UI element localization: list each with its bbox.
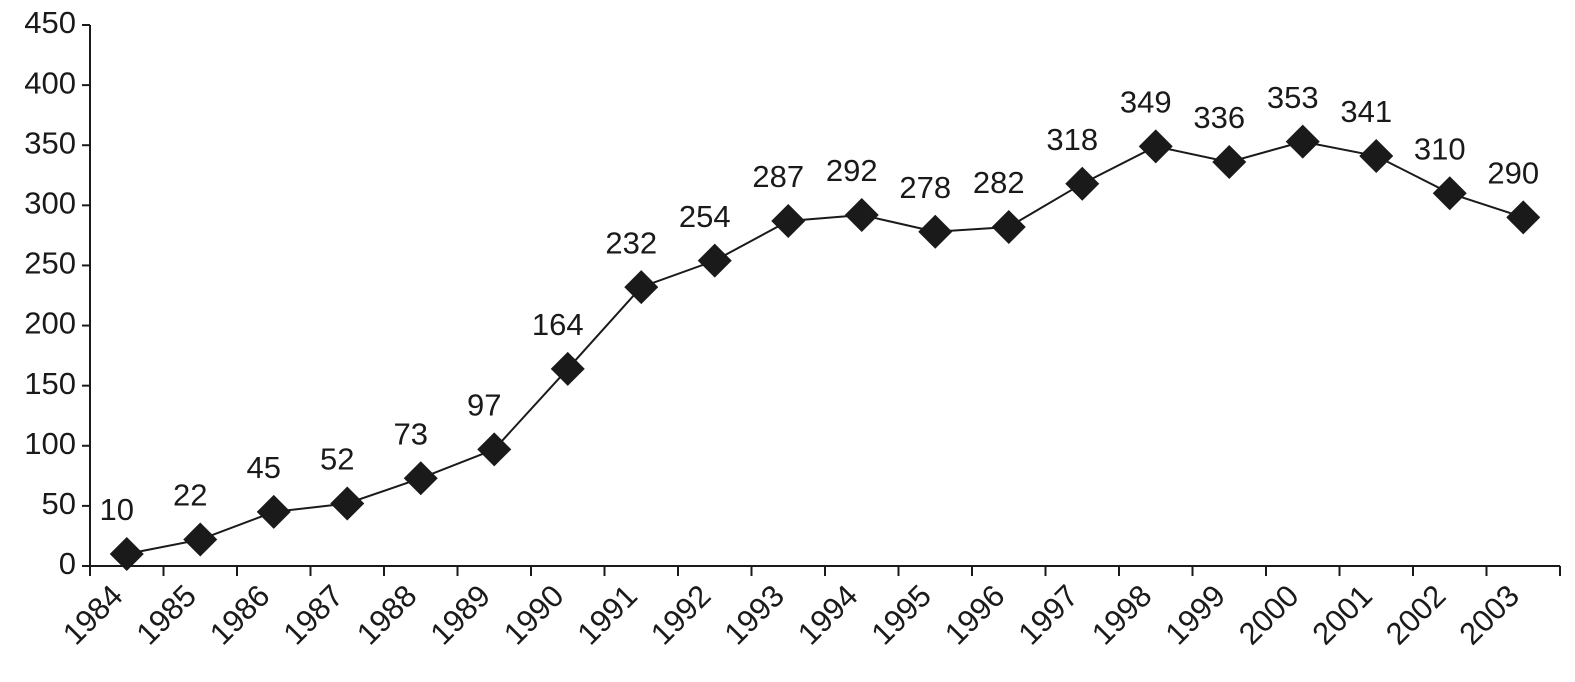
- marker: [1138, 129, 1173, 164]
- line: [126, 140, 1524, 555]
- marker: [844, 197, 879, 232]
- marker: [403, 461, 438, 496]
- data-label: 52: [320, 442, 354, 477]
- data-label: 292: [826, 153, 878, 188]
- marker: [477, 432, 512, 467]
- x-tick-label: 2002: [1379, 578, 1453, 652]
- marker: [1065, 166, 1100, 201]
- y-tick-label: 300: [24, 186, 76, 221]
- x-tick-label: 1990: [497, 578, 571, 652]
- marker: [1432, 176, 1467, 211]
- marker: [109, 536, 144, 571]
- data-label: 254: [679, 199, 731, 234]
- x-tick-label: 1997: [1011, 578, 1085, 652]
- marker: [624, 270, 659, 305]
- data-label: 10: [100, 492, 134, 527]
- x-tick-label: 1986: [203, 578, 277, 652]
- data-label: 45: [247, 450, 281, 485]
- marker: [256, 494, 291, 529]
- data-label: 22: [173, 478, 207, 513]
- marker: [771, 203, 806, 238]
- marker: [1285, 124, 1320, 159]
- x-tick-label: 2000: [1232, 578, 1306, 652]
- marker: [330, 486, 365, 521]
- data-label: 341: [1340, 94, 1392, 129]
- data-label: 353: [1267, 80, 1319, 115]
- marker: [1212, 145, 1247, 180]
- marker: [1359, 139, 1394, 174]
- data-label: 73: [394, 416, 428, 451]
- data-label: 232: [605, 225, 657, 260]
- x-tick-label: 1985: [129, 578, 203, 652]
- data-label: 336: [1193, 100, 1245, 135]
- x-tick-label: 2003: [1452, 578, 1526, 652]
- x-tick-label: 1987: [276, 578, 350, 652]
- x-tick-label: 1994: [791, 578, 865, 652]
- y-tick-label: 250: [24, 246, 76, 281]
- marker: [1506, 200, 1541, 235]
- y-tick-label: 450: [24, 5, 76, 40]
- y-tick-label: 0: [59, 546, 76, 581]
- y-tick-label: 150: [24, 366, 76, 401]
- marker: [550, 351, 585, 386]
- y-tick-label: 400: [24, 65, 76, 100]
- data-label: 97: [467, 388, 501, 423]
- x-tick-label: 1991: [570, 578, 644, 652]
- data-label: 164: [532, 307, 584, 342]
- x-tick-label: 1984: [56, 578, 130, 652]
- y-tick-label: 50: [42, 486, 76, 521]
- x-tick-label: 1988: [350, 578, 424, 652]
- y-tick-label: 200: [24, 306, 76, 341]
- x-tick-label: 1992: [644, 578, 718, 652]
- data-label: 310: [1414, 131, 1466, 166]
- x-tick-label: 1989: [423, 578, 497, 652]
- x-tick-label: 1998: [1085, 578, 1159, 652]
- marker: [697, 243, 732, 278]
- x-tick-label: 2001: [1305, 578, 1379, 652]
- data-label: 287: [752, 159, 804, 194]
- x-tick-label: 1993: [717, 578, 791, 652]
- marker: [183, 522, 218, 557]
- x-tick-label: 1996: [938, 578, 1012, 652]
- data-label: 282: [973, 165, 1025, 200]
- x-tick-label: 1995: [864, 578, 938, 652]
- data-label: 349: [1120, 85, 1172, 120]
- data-label: 290: [1487, 156, 1539, 191]
- data-label: 278: [899, 170, 951, 205]
- y-tick-label: 100: [24, 426, 76, 461]
- y-tick-label: 350: [24, 125, 76, 160]
- x-tick-label: 1999: [1158, 578, 1232, 652]
- data-label: 318: [1046, 122, 1098, 157]
- marker: [918, 214, 953, 249]
- marker: [991, 209, 1026, 244]
